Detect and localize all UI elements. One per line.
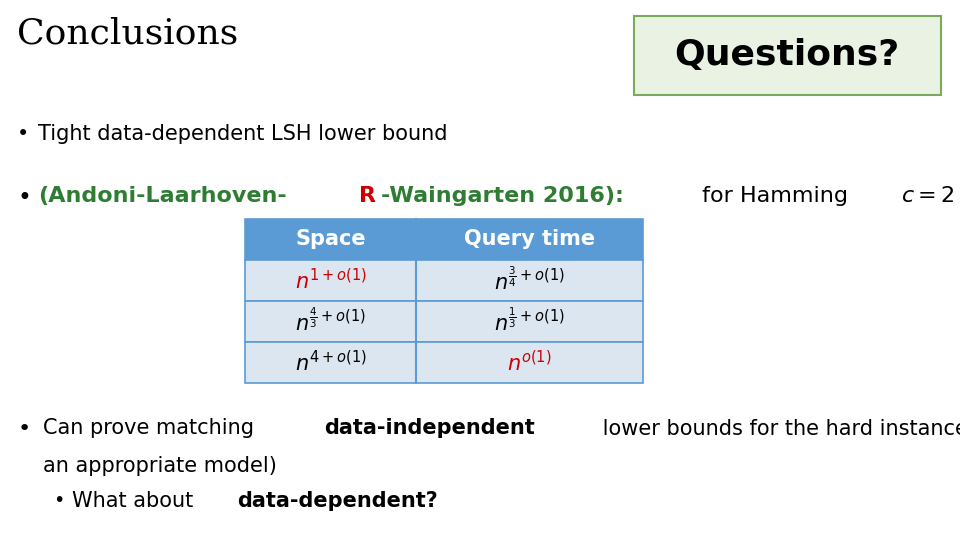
Text: $n^{4+o(1)}$: $n^{4+o(1)}$	[295, 350, 367, 375]
Text: Questions?: Questions?	[675, 38, 900, 72]
Text: Tight data-dependent LSH lower bound: Tight data-dependent LSH lower bound	[38, 124, 448, 144]
Text: an appropriate model): an appropriate model)	[43, 456, 277, 476]
Text: for Hamming: for Hamming	[695, 186, 854, 206]
Text: •: •	[17, 186, 31, 210]
Text: $n^{o(1)}$: $n^{o(1)}$	[508, 350, 552, 375]
Text: (Andoni-Laarhoven-: (Andoni-Laarhoven-	[38, 186, 287, 206]
Text: Space: Space	[295, 229, 366, 249]
Text: R: R	[359, 186, 376, 206]
Bar	[245, 342, 643, 383]
Bar	[245, 219, 643, 260]
Bar	[245, 260, 643, 301]
Text: $n^{\frac{4}{3}+o(1)}$: $n^{\frac{4}{3}+o(1)}$	[295, 308, 366, 335]
Text: data-dependent?: data-dependent?	[237, 491, 438, 511]
Text: Can prove matching: Can prove matching	[43, 418, 261, 438]
Text: $n^{\frac{3}{4}+o(1)}$: $n^{\frac{3}{4}+o(1)}$	[494, 267, 565, 294]
Text: $n^{\frac{1}{3}+o(1)}$: $n^{\frac{1}{3}+o(1)}$	[494, 308, 565, 335]
Text: Conclusions: Conclusions	[17, 16, 238, 50]
Text: lower bounds for the hard instance (in: lower bounds for the hard instance (in	[596, 418, 960, 438]
Text: -Waingarten 2016):: -Waingarten 2016):	[381, 186, 624, 206]
Text: •: •	[53, 491, 64, 510]
Text: $c = 2$: $c = 2$	[901, 186, 955, 206]
Text: •: •	[17, 124, 30, 144]
Text: data-independent: data-independent	[324, 418, 535, 438]
Bar	[245, 301, 643, 342]
Text: $n^{1+o(1)}$: $n^{1+o(1)}$	[295, 268, 367, 293]
Text: •: •	[17, 418, 31, 438]
Text: What about: What about	[72, 491, 200, 511]
FancyBboxPatch shape	[634, 16, 941, 94]
Text: Query time: Query time	[464, 229, 595, 249]
